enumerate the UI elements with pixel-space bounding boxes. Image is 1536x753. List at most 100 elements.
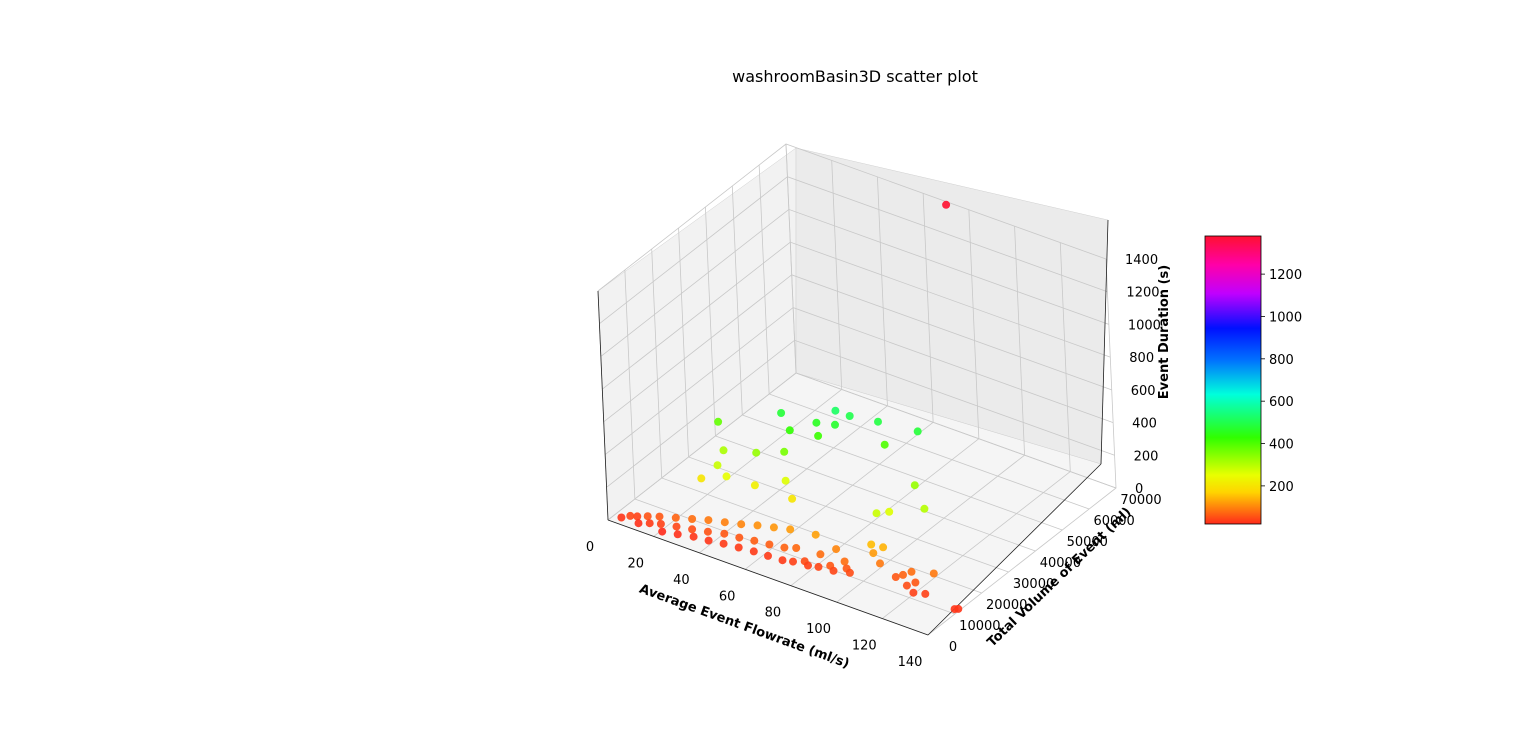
data-point [872, 509, 881, 518]
data-point [902, 581, 911, 590]
data-point [673, 530, 682, 539]
data-point [869, 549, 878, 558]
data-point [920, 504, 929, 513]
colorbar-tick-label: 800 [1269, 353, 1294, 368]
x-tick-label: 80 [765, 606, 782, 621]
data-point [720, 529, 729, 538]
data-point [792, 544, 801, 552]
z-grid-line [603, 274, 1112, 423]
data-point [829, 566, 838, 575]
y-tick-label: 50000 [1067, 535, 1108, 550]
data-point [617, 513, 626, 522]
z-tick-label: 1200 [1126, 286, 1159, 301]
data-point [704, 536, 713, 545]
z-tick-label: 1400 [1125, 253, 1158, 268]
chart-title: washroomBasin3D scatter plot [732, 67, 978, 86]
data-point [778, 556, 787, 565]
data-point [722, 472, 731, 481]
data-point [720, 518, 729, 527]
z-tick-label: 600 [1131, 384, 1156, 399]
data-point [891, 573, 900, 581]
axes-panes [597, 147, 1109, 636]
data-point [785, 426, 794, 435]
x-axis-line [607, 519, 929, 636]
data-point [832, 545, 841, 554]
y-tick-label: 30000 [1013, 577, 1054, 592]
data-point [633, 512, 642, 521]
colorbar-tick-label: 1200 [1269, 268, 1302, 283]
data-point [688, 525, 697, 534]
z-grid-line [602, 241, 1111, 390]
data-point [704, 516, 713, 525]
data-point [913, 427, 922, 436]
x-tick-label: 140 [898, 655, 923, 670]
z-tick-label: 1000 [1128, 318, 1161, 333]
data-point [910, 481, 919, 490]
x-tick-label: 0 [586, 540, 594, 555]
data-point [719, 446, 728, 455]
y-tick-label: 40000 [1040, 556, 1081, 571]
data-point [789, 557, 797, 566]
y-tick-label: 60000 [1093, 514, 1134, 529]
data-point [750, 536, 759, 545]
data-point [781, 476, 790, 485]
x-tick-label: 60 [719, 589, 736, 604]
data-point [879, 543, 888, 552]
data-point [697, 474, 706, 483]
data-point [777, 409, 786, 417]
x-tick-label: 100 [806, 622, 831, 637]
z-tick-label: 800 [1129, 351, 1154, 366]
data-point [719, 539, 728, 548]
colorbar-gradient [1204, 235, 1262, 525]
data-point [764, 551, 772, 560]
data-point [911, 578, 920, 587]
data-point [812, 418, 821, 427]
data-point [749, 547, 758, 556]
data-point [786, 525, 795, 534]
z-grid-line [597, 143, 1107, 292]
data-point [885, 507, 894, 516]
y-tick-label: 0 [949, 640, 957, 655]
data-point [752, 448, 761, 457]
data-point [929, 569, 938, 578]
data-point [907, 567, 916, 576]
data-point [634, 519, 643, 528]
data-point [816, 550, 825, 559]
data-point [909, 588, 918, 597]
grid-lines [597, 143, 1117, 636]
data-point [831, 420, 839, 429]
y-tick-label: 20000 [986, 598, 1027, 613]
x-tick-label: 120 [852, 639, 877, 654]
data-point [656, 520, 665, 528]
data-point [921, 589, 930, 598]
data-point [845, 412, 854, 420]
z-axis-label: Event Duration (s) [1157, 265, 1172, 399]
z-tick-label: 200 [1134, 449, 1159, 464]
data-point [874, 417, 882, 426]
data-point [737, 520, 746, 529]
colorbar-tick-label: 1000 [1269, 310, 1302, 325]
data-point [689, 532, 698, 541]
y-tick-label: 10000 [959, 619, 1000, 634]
tick-labels: 0204060801001201400100002000030000400005… [586, 253, 1162, 670]
z-grid-line [606, 339, 1115, 488]
data-point [714, 417, 723, 426]
data-point [840, 557, 849, 566]
z-grid-line [600, 208, 1109, 357]
colorbar-tick-label: 600 [1269, 395, 1294, 410]
data-point [814, 562, 823, 571]
data-point [811, 530, 820, 539]
data-point [655, 512, 664, 521]
data-point [658, 527, 667, 536]
data-point [753, 521, 762, 530]
z-axis-right-line [1100, 219, 1109, 465]
data-point [780, 543, 789, 552]
data-point [735, 533, 744, 542]
data-point [867, 540, 876, 549]
data-point [713, 461, 722, 470]
x-tick-label: 40 [673, 573, 690, 588]
z-grid-line [604, 307, 1114, 455]
data-point [804, 561, 812, 570]
colorbar: 200 400 600 800 1000 1200 [1204, 235, 1302, 525]
